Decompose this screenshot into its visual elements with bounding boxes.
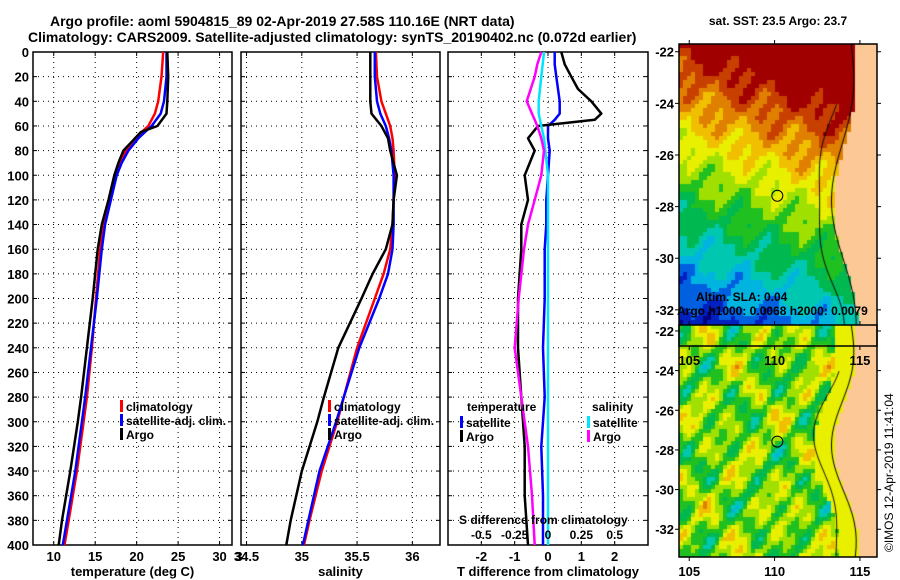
y-tick-label: 360 — [7, 489, 29, 504]
legend-title-salinity: salinity — [592, 400, 634, 414]
x-tick-label: 3 — [235, 549, 242, 564]
x-tick-label: 30 — [212, 549, 226, 564]
x-tick-label: 20 — [129, 549, 143, 564]
legend-swatch — [120, 414, 123, 426]
legend-swatch — [120, 428, 123, 440]
x-tick-label: 1 — [578, 549, 585, 564]
legend-swatch — [120, 400, 123, 412]
y-tick-label: 380 — [7, 513, 29, 528]
y-tick-label: 160 — [7, 242, 29, 257]
y-tick-label: 240 — [7, 341, 29, 356]
series-line-temperature-satellite — [540, 52, 561, 545]
legend-swatch — [328, 428, 331, 440]
legend-label: Argo — [126, 428, 154, 442]
series-line-argo — [285, 52, 399, 546]
x2-axis-label: S difference from climatology — [459, 513, 628, 527]
y-tick-label: 20 — [15, 70, 29, 85]
legend-label: satellite — [466, 416, 511, 430]
y-tick-label: 60 — [15, 119, 29, 134]
x-tick-label: 25 — [171, 549, 185, 564]
legend-label: satellite-adj. clim. — [334, 414, 434, 428]
x-tick-label: 34.5 — [234, 549, 259, 564]
x2-tick-label: 0.25 — [570, 528, 594, 542]
y-tick-label: 320 — [7, 439, 29, 454]
series-line-salinity-satellite — [537, 51, 550, 545]
x2-tick-label: 0 — [545, 528, 552, 542]
x-tick-label: 0 — [544, 549, 551, 564]
y-tick-label: 200 — [7, 292, 29, 307]
y-tick-label: 220 — [7, 316, 29, 331]
x-tick-label: -1 — [509, 549, 521, 564]
plot-frame — [240, 51, 441, 546]
x-axis-label: T difference from climatology — [457, 564, 640, 579]
legend-label: Argo — [334, 428, 362, 442]
y-tick-label: 280 — [7, 390, 29, 405]
legend-swatch — [328, 400, 331, 412]
sla-map — [679, 325, 877, 557]
legend-label: climatology — [334, 400, 401, 414]
y-tick-label: 80 — [15, 144, 29, 159]
legend-swatch — [460, 430, 463, 442]
y-tick-label: 300 — [7, 415, 29, 430]
x-tick-label: 15 — [88, 549, 102, 564]
legend-title-temperature: temperature — [467, 400, 537, 414]
x-tick-label: 35.5 — [344, 549, 369, 564]
y-tick-label: 340 — [7, 464, 29, 479]
series-line-argo — [57, 51, 170, 546]
legend-swatch — [587, 416, 590, 428]
legend-swatch — [460, 416, 463, 428]
difference-from-climatology-panel: -2 -1 0 1 2T difference from climatology temp… — [447, 51, 649, 579]
x2-tick-label: -0.5 — [471, 528, 492, 542]
y-tick-label: 180 — [7, 267, 29, 282]
x-tick-label: 36 — [405, 549, 419, 564]
legend-label: satellite — [593, 416, 638, 430]
x-tick-label: 10 — [46, 549, 60, 564]
y-tick-label: 400 — [7, 538, 29, 553]
sst-map — [679, 44, 877, 346]
x-tick-label: -2 — [476, 549, 488, 564]
plot-title-line1: Argo profile: aoml 5904815_89 02-Apr-201… — [50, 13, 515, 29]
plot-title-line2: Climatology: CARS2009. Satellite-adjuste… — [28, 29, 637, 45]
salinity-profile-panel: 34.5 35 35.5 36 salinity climatologysatellite… — [234, 51, 441, 579]
y-tick-label: 120 — [7, 193, 29, 208]
x-tick-label: 35 — [295, 549, 309, 564]
plot-frame — [32, 51, 233, 546]
y-tick-label: 140 — [7, 218, 29, 233]
y-tick-label: 260 — [7, 365, 29, 380]
x-axis-label: temperature (deg C) — [71, 564, 195, 579]
y-tick-label: 0 — [22, 45, 29, 60]
legend-swatch — [587, 430, 590, 442]
legend-label: satellite-adj. clim. — [126, 414, 226, 428]
legend-swatch — [328, 414, 331, 426]
y-tick-label: 100 — [7, 168, 29, 183]
legend-label: Argo — [466, 430, 494, 444]
temperature-profile-panel: 10 15 20 25 30020406080100120140160180200220… — [7, 45, 242, 579]
legend-label: Argo — [593, 430, 621, 444]
x-axis-label: salinity — [318, 564, 364, 579]
legend-label: climatology — [126, 400, 193, 414]
series-line-salinity-argo — [513, 51, 546, 546]
x-tick-label: 2 — [611, 549, 618, 564]
y-tick-label: 40 — [15, 94, 29, 109]
x2-tick-label: 0.5 — [606, 528, 623, 542]
series-line-satellite-adj-clim- — [61, 52, 168, 546]
x2-tick-label: -0.25 — [501, 528, 529, 542]
